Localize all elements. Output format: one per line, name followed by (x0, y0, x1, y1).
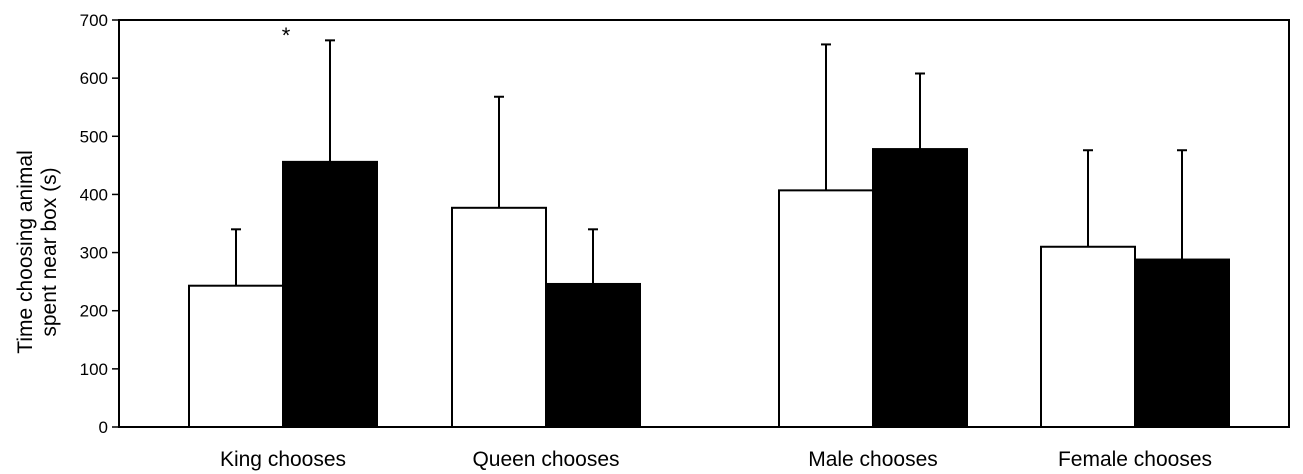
x-axis-labels: King chooses Queen chooses Male chooses Fem… (220, 448, 1212, 471)
category-label: Male chooses (808, 448, 938, 471)
y-tick-label: 100 (80, 360, 108, 379)
y-tick-label: 0 (99, 418, 108, 437)
category-label: King chooses (220, 448, 346, 471)
category-label: Queen chooses (472, 448, 619, 471)
annotations: * (282, 23, 291, 48)
bar-black (282, 160, 378, 429)
bar-white (188, 284, 284, 428)
bar-white (1040, 245, 1136, 428)
y-tick-label: 200 (80, 302, 108, 321)
y-tick-label: 300 (80, 244, 108, 263)
y-axis-title-line-2: spent near box (s) (38, 167, 61, 336)
significance-marker: * (282, 23, 291, 48)
y-tick-label: 700 (80, 11, 108, 30)
plot-frame (118, 19, 1290, 428)
bar-black (1134, 258, 1230, 429)
y-tick-label: 400 (80, 185, 108, 204)
bars (188, 39, 1230, 429)
y-tick-label: 500 (80, 127, 108, 146)
y-axis-title-line-1: Time choosing animal (14, 150, 37, 353)
bar-black (872, 148, 968, 428)
bar-white (451, 206, 547, 428)
y-tick-label: 600 (80, 69, 108, 88)
category-label: Female chooses (1058, 448, 1212, 471)
y-axis-title: Time choosing animal spent near box (s) (14, 150, 61, 353)
y-axis: 0 100 200 300 400 500 600 700 (80, 11, 119, 437)
bar-black (545, 282, 641, 428)
bar-white (778, 189, 874, 428)
